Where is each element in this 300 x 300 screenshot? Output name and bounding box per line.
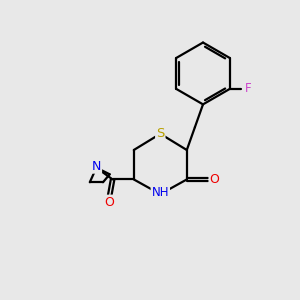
Text: O: O [105,196,115,208]
Text: F: F [245,82,251,95]
Text: O: O [209,173,219,186]
Text: S: S [156,127,164,140]
Text: N: N [92,160,101,173]
Text: NH: NH [152,186,169,199]
